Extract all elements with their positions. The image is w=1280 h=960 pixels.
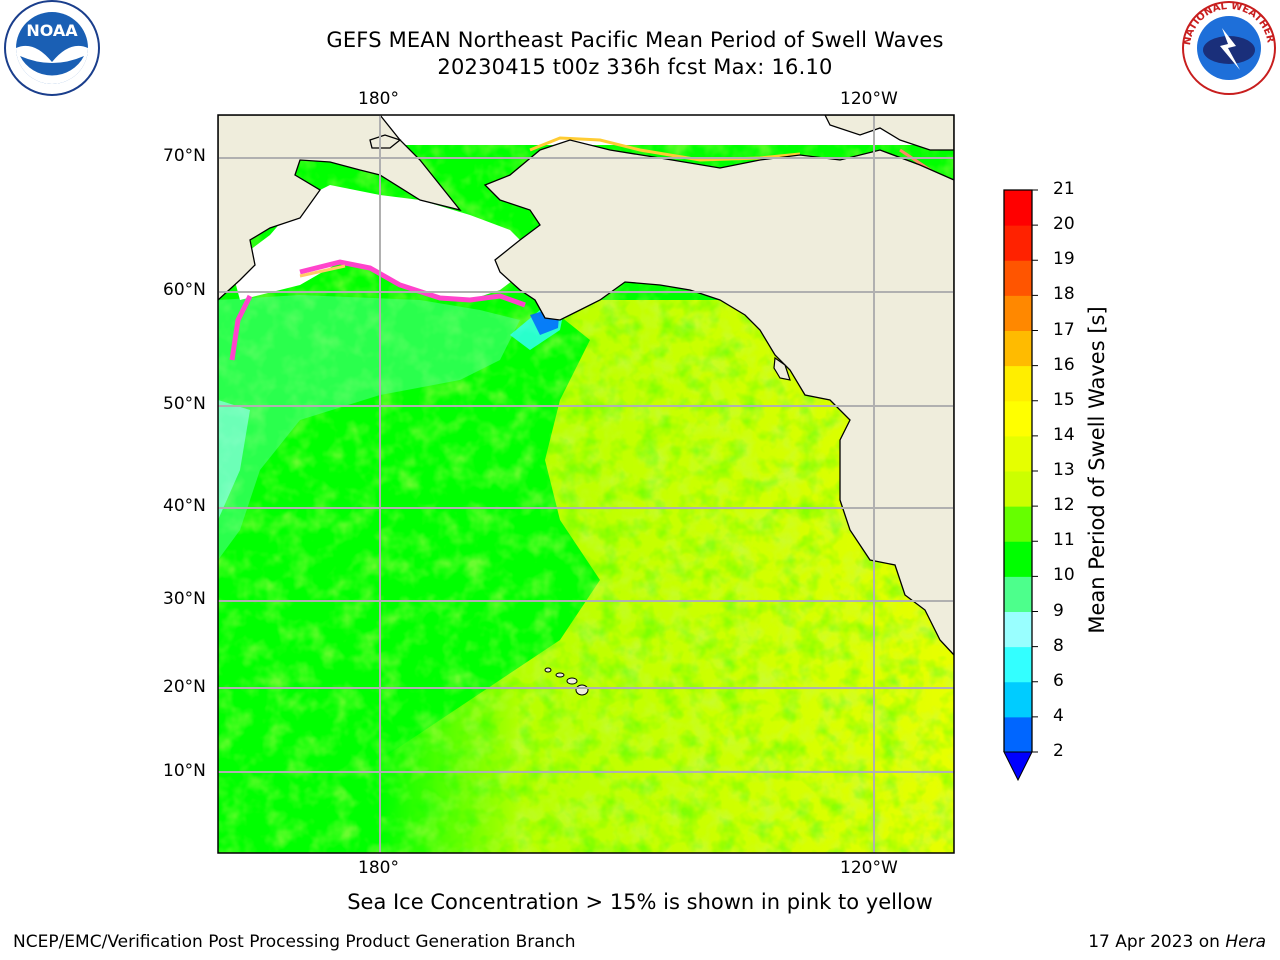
footer-date-text: 17 Apr 2023 on (1088, 932, 1226, 952)
colorbar-tick-label: 15 (1053, 389, 1075, 410)
ocean-field-northwest (218, 295, 520, 560)
colorbar-segment (1004, 330, 1032, 367)
lat-label-60n: 60°N (163, 280, 206, 300)
colorbar-segment (1004, 716, 1032, 753)
sea-ice-note: Sea Ice Concentration > 15% is shown in … (347, 890, 933, 914)
colorbar-segment (1004, 435, 1032, 472)
graticule (218, 115, 954, 853)
colorbar-segment (1004, 576, 1032, 612)
colorbar-segment (1004, 646, 1032, 683)
colorbar-segment (1004, 681, 1032, 718)
lat-label-30n: 30°N (163, 589, 206, 609)
siberia-landmass (218, 115, 462, 301)
colorbar-segment (1004, 471, 1032, 507)
colorbar-tick-label: 10 (1053, 565, 1075, 586)
lon-label-top-120w: 120°W (840, 89, 898, 109)
lat-label-20n: 20°N (163, 677, 206, 697)
colorbar-tick-label: 14 (1053, 424, 1075, 445)
noaa-logo: NOAA (4, 0, 100, 96)
nws-logo: NATIONAL WEATHER SERVICE (1178, 0, 1276, 95)
map-frame (217, 114, 955, 854)
colorbar (1003, 189, 1038, 782)
colorbar-tick-label: 18 (1053, 284, 1075, 305)
chart-subtitle: 20230415 t00z 336h fcst Max: 16.10 (437, 55, 833, 79)
lon-label-top-180: 180° (358, 89, 399, 109)
colorbar-tick-label: 12 (1053, 495, 1075, 516)
lon-label-bottom-180: 180° (358, 858, 399, 878)
noaa-logo-text: NOAA (26, 21, 78, 40)
lat-label-10n: 10°N (163, 761, 206, 781)
colorbar-underflow-triangle (1003, 751, 1033, 782)
colorbar-segment (1004, 506, 1032, 542)
lat-label-70n: 70°N (163, 146, 206, 166)
footer-date: 17 Apr 2023 on Hera (1088, 932, 1266, 952)
footer-host: Hera (1225, 932, 1266, 952)
footer-organization: NCEP/EMC/Verification Post Processing Pr… (13, 932, 576, 952)
colorbar-segment (1004, 400, 1032, 437)
colorbar-segment (1004, 295, 1032, 331)
lat-label-40n: 40°N (163, 496, 206, 516)
colorbar-tick-label: 17 (1053, 319, 1075, 340)
colorbar-tick-label: 8 (1053, 635, 1064, 656)
colorbar-tick-label: 11 (1053, 530, 1075, 551)
colorbar-label: Mean Period of Swell Waves [s] (1085, 306, 1109, 634)
lat-label-50n: 50°N (163, 394, 206, 414)
colorbar-segment (1004, 190, 1032, 226)
colorbar-tick-label: 16 (1053, 354, 1075, 375)
colorbar-tick-label: 4 (1053, 705, 1064, 726)
colorbar-segment (1004, 365, 1032, 402)
colorbar-segment (1004, 225, 1032, 261)
chart-title: GEFS MEAN Northeast Pacific Mean Period … (326, 28, 944, 52)
colorbar-segment (1004, 260, 1032, 296)
colorbar-tick-label: 20 (1053, 214, 1075, 235)
colorbar-tick-label: 9 (1053, 600, 1064, 621)
colorbar-tick-label: 19 (1053, 249, 1075, 270)
colorbar-segment (1004, 611, 1032, 648)
colorbar-segment (1004, 541, 1032, 577)
colorbar-tick-label: 2 (1053, 741, 1064, 761)
lon-label-bottom-120w: 120°W (840, 858, 898, 878)
colorbar-tick-label: 13 (1053, 460, 1075, 480)
colorbar-tick-label: 21 (1053, 179, 1075, 199)
colorbar-tick-label: 6 (1053, 670, 1064, 691)
